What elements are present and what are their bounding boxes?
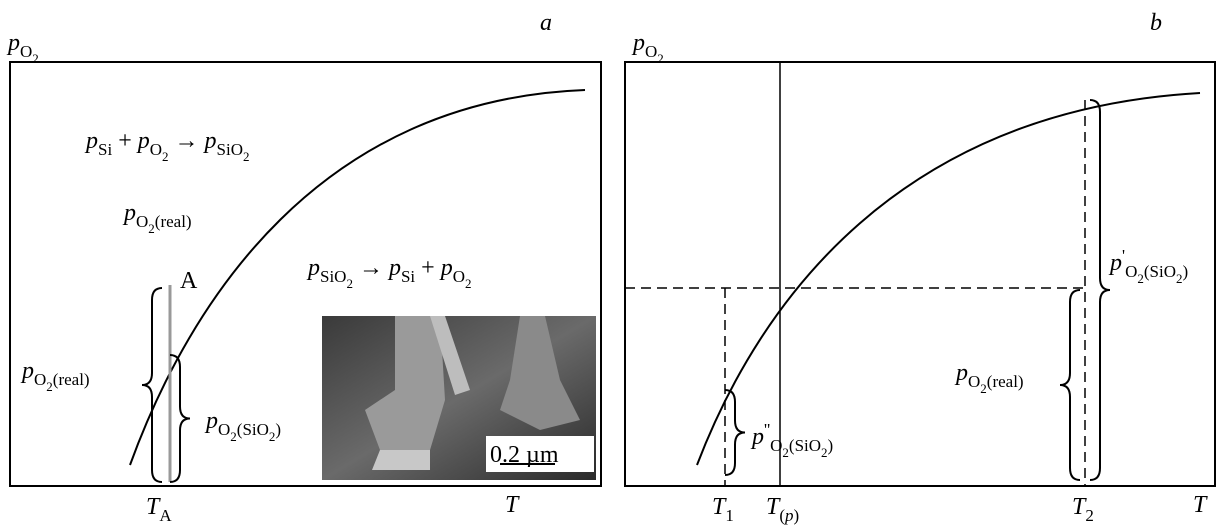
text-segment: O <box>34 370 46 389</box>
pressure-label: pO2(SiO2) <box>204 408 281 444</box>
pressure-label: pO2(real) <box>954 360 1024 396</box>
x-tick-label: T(p) <box>766 494 799 525</box>
text-segment: 2 <box>1085 506 1094 525</box>
text-segment: SiO <box>217 140 243 159</box>
text-segment: O <box>136 212 148 231</box>
text-segment: (real) <box>987 372 1024 391</box>
text-segment: p <box>84 128 98 154</box>
text-segment: T <box>505 492 520 518</box>
text-segment: SiO <box>320 267 346 286</box>
text-segment: 2 <box>32 51 39 66</box>
pressure-label: pO2(real) <box>122 200 192 236</box>
pressure-label: pO2(real) <box>20 358 90 394</box>
text-segment: p <box>306 255 320 281</box>
text-segment: 0.2 µm <box>490 442 559 468</box>
text-segment: (SiO <box>789 436 821 455</box>
text-segment: → <box>169 128 205 154</box>
text-segment: + <box>112 128 138 154</box>
text-segment: (real) <box>155 212 192 231</box>
x-tick-label: T1 <box>712 494 734 525</box>
text-segment: p <box>6 30 20 56</box>
text-segment: O <box>453 267 465 286</box>
text-segment: p <box>203 128 217 154</box>
x-axis-label: T <box>505 492 520 518</box>
point-label: A <box>180 268 198 294</box>
figure: apO2TTAApSi + pO2 → pSiO2pO2(real)pSiO2 … <box>0 0 1229 528</box>
x-axis-label: T <box>1193 492 1208 518</box>
text-segment: p <box>136 128 150 154</box>
text-segment: p <box>387 255 401 281</box>
text-segment: (real) <box>53 370 90 389</box>
text-segment: p <box>750 424 764 450</box>
brace <box>1090 100 1110 480</box>
text-segment: p <box>1108 250 1122 276</box>
y-axis-label: pO2 <box>631 30 664 66</box>
scale-bar-label: 0.2 µm <box>490 442 559 468</box>
text-segment: 2 <box>243 149 250 164</box>
brace <box>170 355 190 482</box>
text-segment: 2 <box>657 51 664 66</box>
text-segment: ) <box>1182 262 1188 281</box>
text-segment: O <box>20 42 32 61</box>
text-segment: ) <box>828 436 834 455</box>
text-segment: p <box>439 255 453 281</box>
text-segment: A <box>159 506 172 525</box>
text-segment: ) <box>275 420 281 439</box>
x-tick-label: T2 <box>1072 494 1094 525</box>
reaction-label: pSi + pO2 → pSiO2 <box>84 128 249 164</box>
text-segment: O <box>218 420 230 439</box>
x-tick-label: TA <box>146 494 172 525</box>
panel-letter: b <box>1150 10 1162 36</box>
text-segment: + <box>415 255 441 281</box>
text-segment: T <box>1193 492 1208 518</box>
pressure-label: p''O2(SiO2) <box>750 420 833 460</box>
text-segment: Si <box>401 267 415 286</box>
text-segment: p <box>784 506 794 525</box>
text-segment: A <box>180 268 198 294</box>
text-segment: p <box>204 408 218 434</box>
text-segment: p <box>20 358 34 384</box>
brace <box>1060 290 1080 480</box>
text-segment: p <box>631 30 645 56</box>
panel-letter: a <box>540 10 552 36</box>
text-segment: (SiO <box>1144 262 1176 281</box>
text-segment: p <box>122 200 136 226</box>
y-axis-label: pO2 <box>6 30 39 66</box>
text-segment: ) <box>794 506 800 525</box>
text-segment: O <box>150 140 162 159</box>
text-segment: Si <box>98 140 112 159</box>
text-segment: 1 <box>725 506 734 525</box>
text-segment: p <box>954 360 968 386</box>
text-segment: O <box>645 42 657 61</box>
text-segment: (SiO <box>237 420 269 439</box>
text-segment: O <box>1125 262 1137 281</box>
pressure-label: p'O2(SiO2) <box>1108 246 1188 286</box>
brace <box>725 390 745 475</box>
text-segment: → <box>353 255 389 281</box>
brace <box>142 288 162 482</box>
text-segment: O <box>968 372 980 391</box>
text-segment: O <box>770 436 782 455</box>
reaction-label: pSiO2 → pSi + pO2 <box>306 255 471 291</box>
text-segment: 2 <box>465 276 472 291</box>
